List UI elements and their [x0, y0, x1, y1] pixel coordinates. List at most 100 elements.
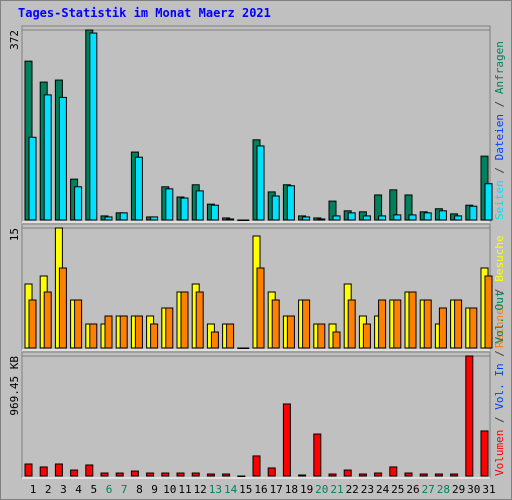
bar	[241, 347, 250, 349]
bar	[286, 315, 295, 349]
x-tick-label: 11	[178, 483, 191, 496]
bar	[70, 469, 79, 477]
bar	[39, 466, 48, 477]
bar	[347, 299, 356, 349]
bar	[393, 299, 402, 349]
bar	[434, 473, 443, 477]
bar	[54, 463, 63, 477]
bar	[271, 299, 280, 349]
x-tick-label: 6	[106, 483, 113, 496]
legend-entry: Dateien	[493, 114, 506, 160]
bar	[438, 307, 447, 349]
bar	[85, 464, 94, 477]
bar	[393, 214, 402, 221]
bar	[469, 307, 478, 349]
legend-entry: Besuche	[493, 235, 506, 281]
x-tick-label: 21	[330, 483, 343, 496]
bar	[134, 156, 143, 221]
bar	[484, 275, 493, 349]
x-tick-label: 9	[151, 483, 158, 496]
y-tick-label: 372	[8, 30, 21, 50]
bar	[104, 315, 113, 349]
bar	[362, 323, 371, 349]
bar	[195, 291, 204, 349]
legend-separator: /	[493, 160, 506, 180]
x-tick-label: 29	[452, 483, 465, 496]
legend-separator: /	[493, 344, 506, 364]
bar	[119, 212, 128, 221]
bar	[43, 291, 52, 349]
legend-entry: Seiten	[493, 180, 506, 220]
bar	[362, 215, 371, 221]
bar	[454, 299, 463, 349]
x-tick-label: 15	[239, 483, 252, 496]
x-tick-label: 24	[376, 483, 390, 496]
y-tick-label: 15	[8, 228, 21, 241]
bar	[313, 433, 322, 477]
x-tick-label: 25	[391, 483, 404, 496]
bar	[191, 472, 200, 477]
bar	[176, 472, 185, 477]
x-tick-label: 1	[30, 483, 37, 496]
bar	[100, 472, 109, 477]
x-tick-label: 22	[346, 483, 359, 496]
bar	[438, 210, 447, 221]
x-tick-label: 16	[254, 483, 267, 496]
bar	[374, 472, 383, 477]
x-tick-label: 2	[45, 483, 52, 496]
bar	[302, 216, 311, 221]
legend-entry: Rechner	[493, 301, 506, 348]
x-tick-label: 31	[482, 483, 495, 496]
legend: Seiten / Dateien / Anfragen	[493, 41, 506, 220]
bar	[286, 185, 295, 221]
bar	[180, 291, 189, 349]
x-tick-label: 4	[75, 483, 82, 496]
bar	[298, 474, 307, 477]
bar	[317, 218, 326, 221]
bar	[89, 323, 98, 349]
legend-entry: Vol. Out	[493, 291, 506, 344]
bar	[210, 331, 219, 349]
x-tick-label: 27	[422, 483, 435, 496]
bar	[115, 472, 124, 477]
bar	[226, 218, 235, 221]
bar	[58, 267, 67, 349]
bar	[161, 472, 170, 477]
bar	[423, 299, 432, 349]
legend: Rechner / Besuche	[493, 235, 506, 348]
bar	[146, 472, 155, 477]
x-tick-label: 8	[136, 483, 143, 496]
bar	[210, 204, 219, 221]
x-tick-label: 19	[300, 483, 313, 496]
bar	[28, 136, 37, 221]
legend-entry: Anfragen	[493, 41, 506, 94]
bar	[252, 455, 261, 477]
bar	[408, 214, 417, 221]
x-tick-label: 7	[121, 483, 128, 496]
bar	[74, 186, 83, 221]
legend-separator: /	[493, 410, 506, 430]
bar	[450, 473, 459, 477]
bar	[180, 197, 189, 221]
x-tick-label: 23	[361, 483, 374, 496]
bar	[74, 299, 83, 349]
chart-title: Tages-Statistik im Monat Maerz 2021	[18, 6, 271, 20]
legend-entry: Vol. In	[493, 363, 506, 409]
x-tick-label: 17	[270, 483, 283, 496]
bar	[332, 215, 341, 221]
bar	[404, 472, 413, 477]
x-tick-label: 3	[60, 483, 67, 496]
bar	[256, 145, 265, 221]
bar	[119, 315, 128, 349]
x-tick-label: 10	[163, 483, 176, 496]
bar	[24, 463, 33, 477]
bar	[43, 94, 52, 221]
bar	[206, 473, 215, 477]
bar	[347, 212, 356, 221]
legend: Volumen / Vol. In / Vol. Out	[493, 291, 506, 476]
bar	[271, 195, 280, 221]
x-tick-label: 18	[285, 483, 298, 496]
bar	[256, 267, 265, 349]
x-tick-label: 20	[315, 483, 328, 496]
